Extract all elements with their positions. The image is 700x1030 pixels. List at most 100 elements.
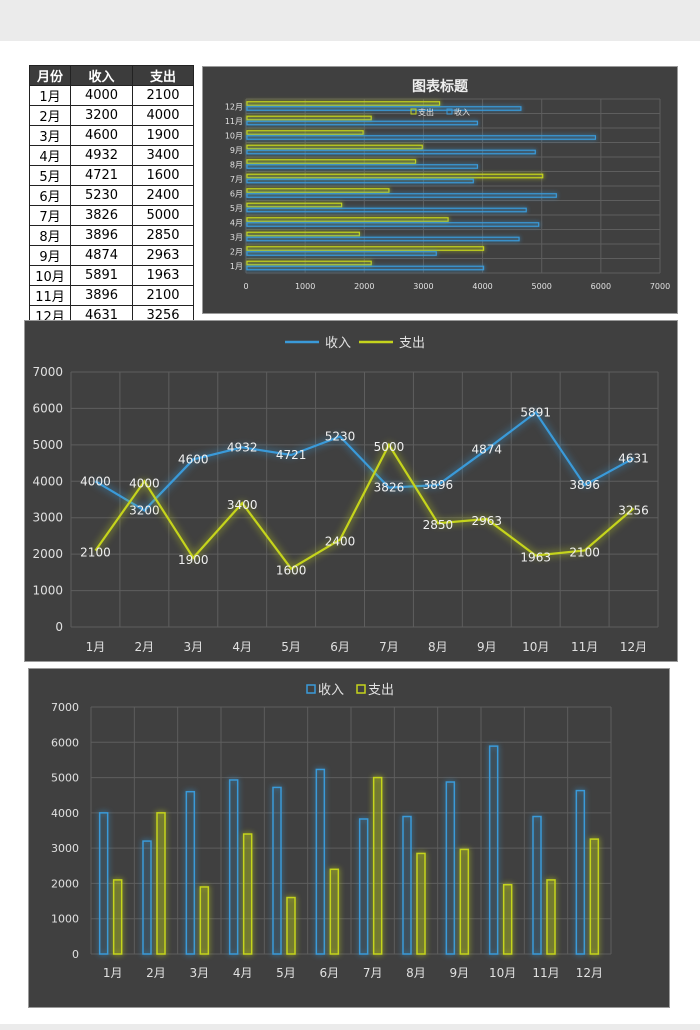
expense-cell: 2400 [132,185,194,206]
y-tick-label: 11月 [225,117,243,126]
top-band [0,0,700,41]
income-bar [246,207,527,213]
data-label: 4631 [618,451,649,465]
x-tick-label: 12月 [620,640,647,654]
y-tick-label: 2月 [230,247,243,256]
income-bar [185,790,196,955]
expense-cell: 2963 [132,245,194,266]
table-row: 9月 4874 2963 [29,245,194,266]
expense-bar [246,231,360,237]
table-row: 1月 4000 2100 [29,85,194,106]
expense-bar [329,868,340,955]
income-cell: 3896 [70,225,133,246]
y-tick-label: 1000 [51,913,79,926]
y-tick-label: 10月 [225,131,243,140]
expense-bar [246,144,423,150]
income-bar [142,840,152,955]
table-row: 6月 5230 2400 [29,185,194,206]
y-tick-label: 0 [55,620,63,634]
expense-cell: 1900 [132,125,194,146]
table-row: 7月 3826 5000 [29,205,194,226]
income-bar [246,265,485,271]
data-label: 2400 [325,535,356,549]
legend-label: 支出 [399,336,425,351]
table-row: 11月 3896 2100 [29,285,194,306]
x-tick-label: 7月 [363,966,383,980]
income-bar [246,106,522,111]
income-bar [575,789,586,955]
column-header: 收入 [70,65,133,86]
income-bar [246,164,479,169]
month-cell: 4月 [29,145,71,166]
income-bar [246,222,540,227]
x-tick-label: 7000 [650,282,670,291]
table-row: 5月 4721 1600 [29,165,194,186]
expense-cell: 2100 [132,85,194,106]
expense-bar [246,130,364,135]
income-line [94,410,635,512]
legend-label: 收入 [325,336,351,351]
y-tick-label: 12月 [225,102,243,111]
expense-bar [246,246,485,251]
y-tick-label: 0 [72,948,79,961]
legend-swatch [410,108,417,115]
y-tick-label: 7月 [230,175,243,184]
month-cell: 5月 [29,165,71,186]
x-tick-label: 1月 [103,966,123,980]
legend-label: 收入 [454,107,470,117]
income-cell: 3896 [70,285,133,306]
y-tick-label: 3月 [230,233,243,242]
data-label: 4000 [129,476,160,490]
data-label: 2963 [472,514,503,528]
legend-swatch [446,108,453,115]
income-bar [358,818,369,955]
table-header-row: 月份 收入 支出 [29,65,194,86]
x-tick-label: 2月 [135,640,155,654]
table-row: 4月 4932 3400 [29,145,194,166]
y-tick-label: 6000 [51,736,79,749]
income-bar [246,149,536,155]
x-tick-label: 4000 [472,282,492,291]
y-tick-label: 7000 [51,701,79,714]
column-header: 支出 [132,65,194,86]
data-label: 1600 [276,564,307,578]
month-cell: 9月 [29,245,71,266]
income-bar [532,815,542,955]
x-tick-label: 1月 [86,640,106,654]
expense-cell: 2850 [132,225,194,246]
expense-bar [372,776,383,955]
month-cell: 3月 [29,125,71,146]
x-tick-label: 3000 [413,282,433,291]
x-tick-label: 2月 [146,966,166,980]
x-tick-label: 7月 [379,640,399,654]
income-cell: 4000 [70,85,133,106]
x-tick-label: 5月 [276,966,296,980]
legend-swatch [306,684,316,694]
data-label: 2100 [569,546,600,560]
x-tick-label: 1000 [295,282,315,291]
legend-label: 支出 [418,107,434,117]
y-tick-label: 8月 [230,160,243,169]
expense-bar [546,879,556,955]
x-tick-label: 6000 [591,282,611,291]
income-cell: 4721 [70,165,133,186]
x-tick-label: 9月 [477,640,497,654]
data-label: 4721 [276,448,307,462]
y-tick-label: 6000 [32,401,63,415]
x-tick-label: 4月 [232,640,252,654]
legend-label: 支出 [368,683,394,698]
y-tick-label: 3000 [51,842,79,855]
x-tick-label: 2000 [354,282,374,291]
income-cell: 4600 [70,125,133,146]
expense-bar [459,848,470,955]
data-label: 5000 [374,440,405,454]
income-cell: 3200 [70,105,133,126]
y-tick-label: 4月 [230,218,243,227]
legend-swatch [356,684,366,694]
data-table: 月份 收入 支出 1月 4000 2100 2月 3200 4000 3月 4600 1900 4月 4… [29,65,194,326]
income-bar [272,786,282,955]
x-tick-label: 8月 [428,640,448,654]
income-cell: 4932 [70,145,133,166]
x-tick-label: 6月 [320,966,340,980]
data-label: 1963 [520,550,551,564]
